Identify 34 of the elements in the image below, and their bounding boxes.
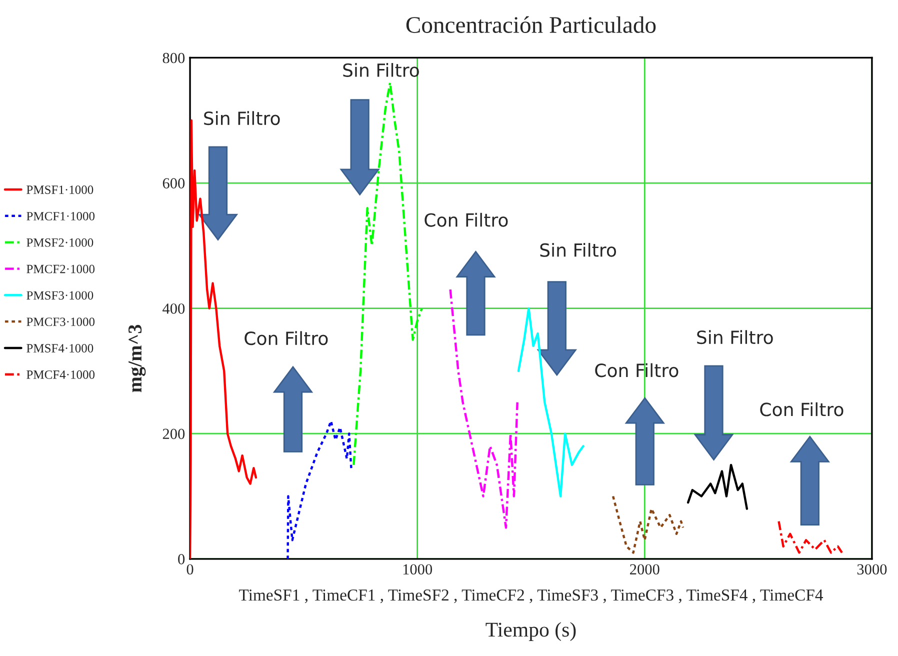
y-tick-label: 600 [162,178,185,188]
y-tick-label: 200 [162,428,185,440]
annotation: Sin Filtro [540,242,616,257]
legend-label: PMCF3·1000 [26,318,95,326]
y-tick-label: 0 [178,554,185,564]
y-tick-label: 400 [162,303,185,314]
line-series [449,288,518,529]
legend-label: PMCF1·1000 [26,212,95,220]
line-series [778,520,844,554]
legend-label: PMSF4·1000 [26,344,94,352]
line-series [286,420,353,559]
legend-label: PMCF4·1000 [26,370,95,379]
legend-label: PMSF1·1000 [26,186,94,194]
text: TimeSF1 , TimeCF1 , TimeSF2 , TimeCF2 , TimeSF3 , TimeCF3 , TimeSF4 , TimeCF4 [239,589,823,604]
x-axis-title: Tiempo (s) [486,622,576,641]
annotation: Sin Filtro [204,111,280,126]
line-series [352,82,423,466]
line-series [612,495,684,554]
x-tick-label: 0 [186,564,194,575]
annotation: Sin Filtro [697,330,773,344]
y-tick-label: 800 [162,52,185,64]
x-tick-label: 2000 [630,564,660,575]
line-series [517,307,584,498]
x-tick-label: 3000 [857,564,887,575]
y-axis-title: mg/m^3 [128,324,146,392]
annotation: Con Filtro [244,331,328,346]
legend-label: PMCF2·1000 [26,264,95,274]
annotation: Con Filtro [760,402,844,416]
x-tick-label: 1000 [403,564,432,575]
chart-title: Concentración Particulado [406,16,656,33]
annotation: Con Filtro [424,212,508,227]
legend-label: PMSF3·1000 [26,291,94,300]
line-series [686,464,748,510]
legend-label: PMSF2·1000 [26,238,94,247]
